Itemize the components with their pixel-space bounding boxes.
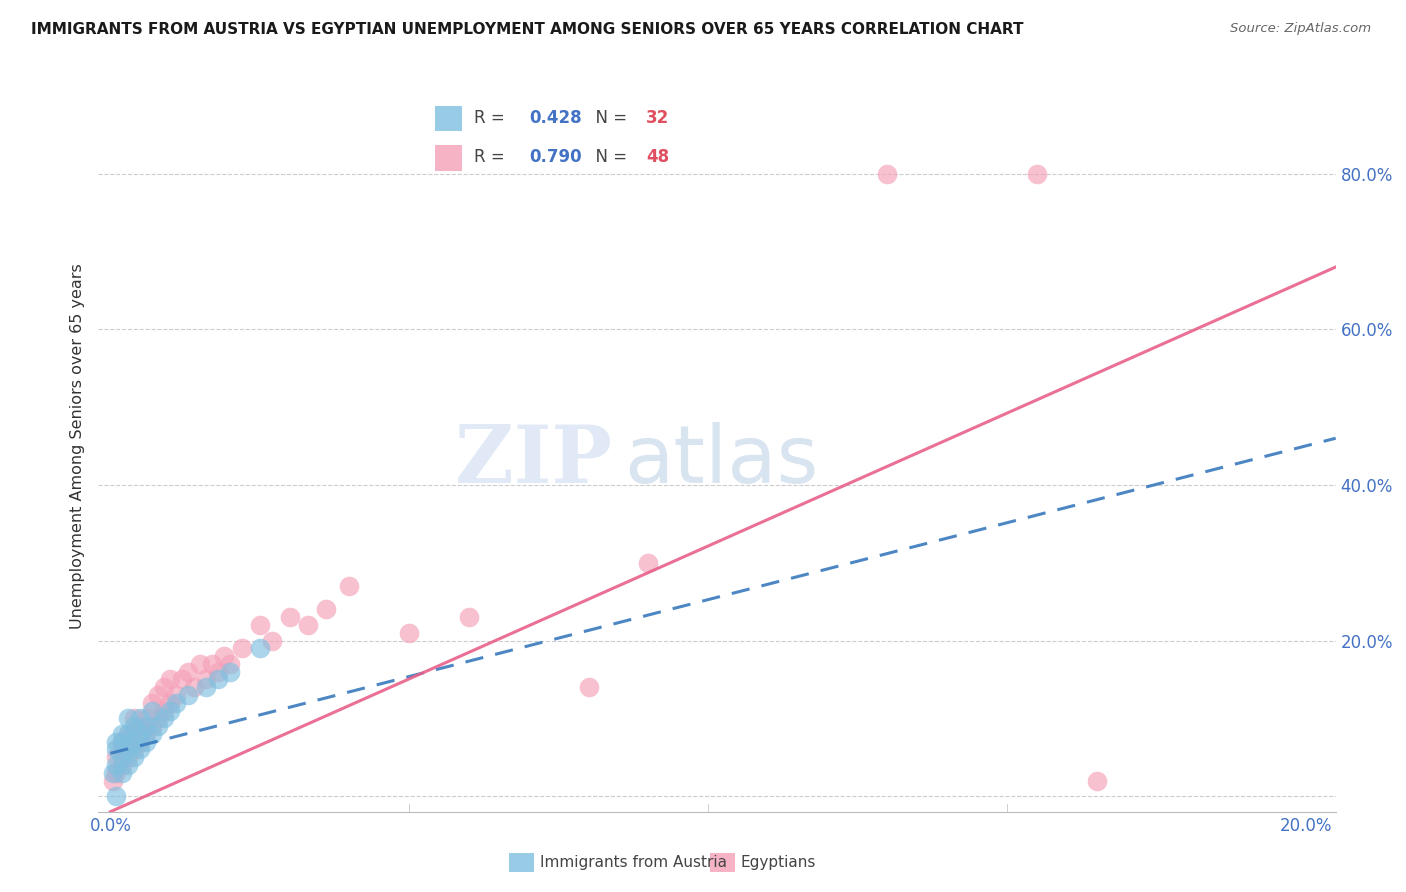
Point bbox=[111, 742, 134, 756]
Point bbox=[141, 704, 163, 718]
Text: Egyptians: Egyptians bbox=[741, 855, 817, 870]
Point bbox=[219, 657, 242, 671]
Point bbox=[111, 734, 134, 748]
Point bbox=[219, 665, 242, 679]
Point bbox=[141, 696, 163, 710]
Text: Source: ZipAtlas.com: Source: ZipAtlas.com bbox=[1230, 22, 1371, 36]
Point bbox=[297, 618, 319, 632]
Point bbox=[141, 727, 163, 741]
Point bbox=[124, 750, 146, 764]
Point bbox=[183, 680, 205, 694]
Point bbox=[165, 696, 187, 710]
Point bbox=[148, 688, 170, 702]
Point bbox=[260, 633, 283, 648]
Text: Immigrants from Austria: Immigrants from Austria bbox=[540, 855, 727, 870]
Point bbox=[141, 719, 163, 733]
Point bbox=[249, 618, 271, 632]
Point bbox=[105, 758, 128, 772]
Point bbox=[207, 673, 229, 687]
Point bbox=[201, 657, 224, 671]
Point bbox=[398, 625, 420, 640]
Point bbox=[153, 704, 176, 718]
Point bbox=[212, 649, 235, 664]
Point bbox=[315, 602, 337, 616]
Point bbox=[876, 167, 898, 181]
Point bbox=[148, 711, 170, 725]
Point bbox=[578, 680, 600, 694]
Point bbox=[129, 742, 152, 756]
Point bbox=[153, 711, 176, 725]
Point bbox=[111, 734, 134, 748]
Point bbox=[165, 688, 187, 702]
Point bbox=[207, 665, 229, 679]
Point bbox=[177, 665, 200, 679]
Point bbox=[637, 556, 659, 570]
Point bbox=[124, 711, 146, 725]
Point bbox=[195, 673, 218, 687]
Point bbox=[159, 704, 181, 718]
Point bbox=[278, 610, 301, 624]
Point bbox=[124, 727, 146, 741]
Point bbox=[111, 765, 134, 780]
Point bbox=[159, 673, 181, 687]
Point bbox=[105, 765, 128, 780]
Point bbox=[231, 641, 253, 656]
Point bbox=[105, 750, 128, 764]
Point bbox=[117, 742, 139, 756]
Point bbox=[111, 758, 134, 772]
Point bbox=[188, 657, 211, 671]
Point bbox=[195, 680, 218, 694]
Text: atlas: atlas bbox=[624, 422, 818, 500]
Point bbox=[135, 734, 157, 748]
Point bbox=[124, 719, 146, 733]
Point bbox=[177, 688, 200, 702]
Point bbox=[135, 711, 157, 725]
Point bbox=[105, 734, 128, 748]
Point bbox=[458, 610, 481, 624]
Point bbox=[117, 727, 139, 741]
Point bbox=[111, 750, 134, 764]
Point bbox=[135, 727, 157, 741]
Point bbox=[117, 758, 139, 772]
Point bbox=[153, 680, 176, 694]
Text: ZIP: ZIP bbox=[456, 422, 612, 500]
Point bbox=[124, 742, 146, 756]
Point bbox=[129, 711, 152, 725]
Point bbox=[105, 789, 128, 804]
Point bbox=[129, 719, 152, 733]
Point bbox=[339, 579, 361, 593]
Y-axis label: Unemployment Among Seniors over 65 years: Unemployment Among Seniors over 65 years bbox=[70, 263, 86, 629]
Point bbox=[249, 641, 271, 656]
Point bbox=[135, 719, 157, 733]
Point bbox=[124, 734, 146, 748]
Point bbox=[129, 727, 152, 741]
Point bbox=[1025, 167, 1047, 181]
Point bbox=[1085, 773, 1108, 788]
Point bbox=[103, 765, 125, 780]
Point bbox=[117, 734, 139, 748]
Point bbox=[159, 696, 181, 710]
Point bbox=[117, 750, 139, 764]
Point bbox=[172, 673, 194, 687]
Text: IMMIGRANTS FROM AUSTRIA VS EGYPTIAN UNEMPLOYMENT AMONG SENIORS OVER 65 YEARS COR: IMMIGRANTS FROM AUSTRIA VS EGYPTIAN UNEM… bbox=[31, 22, 1024, 37]
Point bbox=[105, 742, 128, 756]
Point bbox=[103, 773, 125, 788]
Point bbox=[111, 727, 134, 741]
Point bbox=[129, 734, 152, 748]
Point bbox=[117, 711, 139, 725]
Point bbox=[117, 727, 139, 741]
Point bbox=[148, 719, 170, 733]
